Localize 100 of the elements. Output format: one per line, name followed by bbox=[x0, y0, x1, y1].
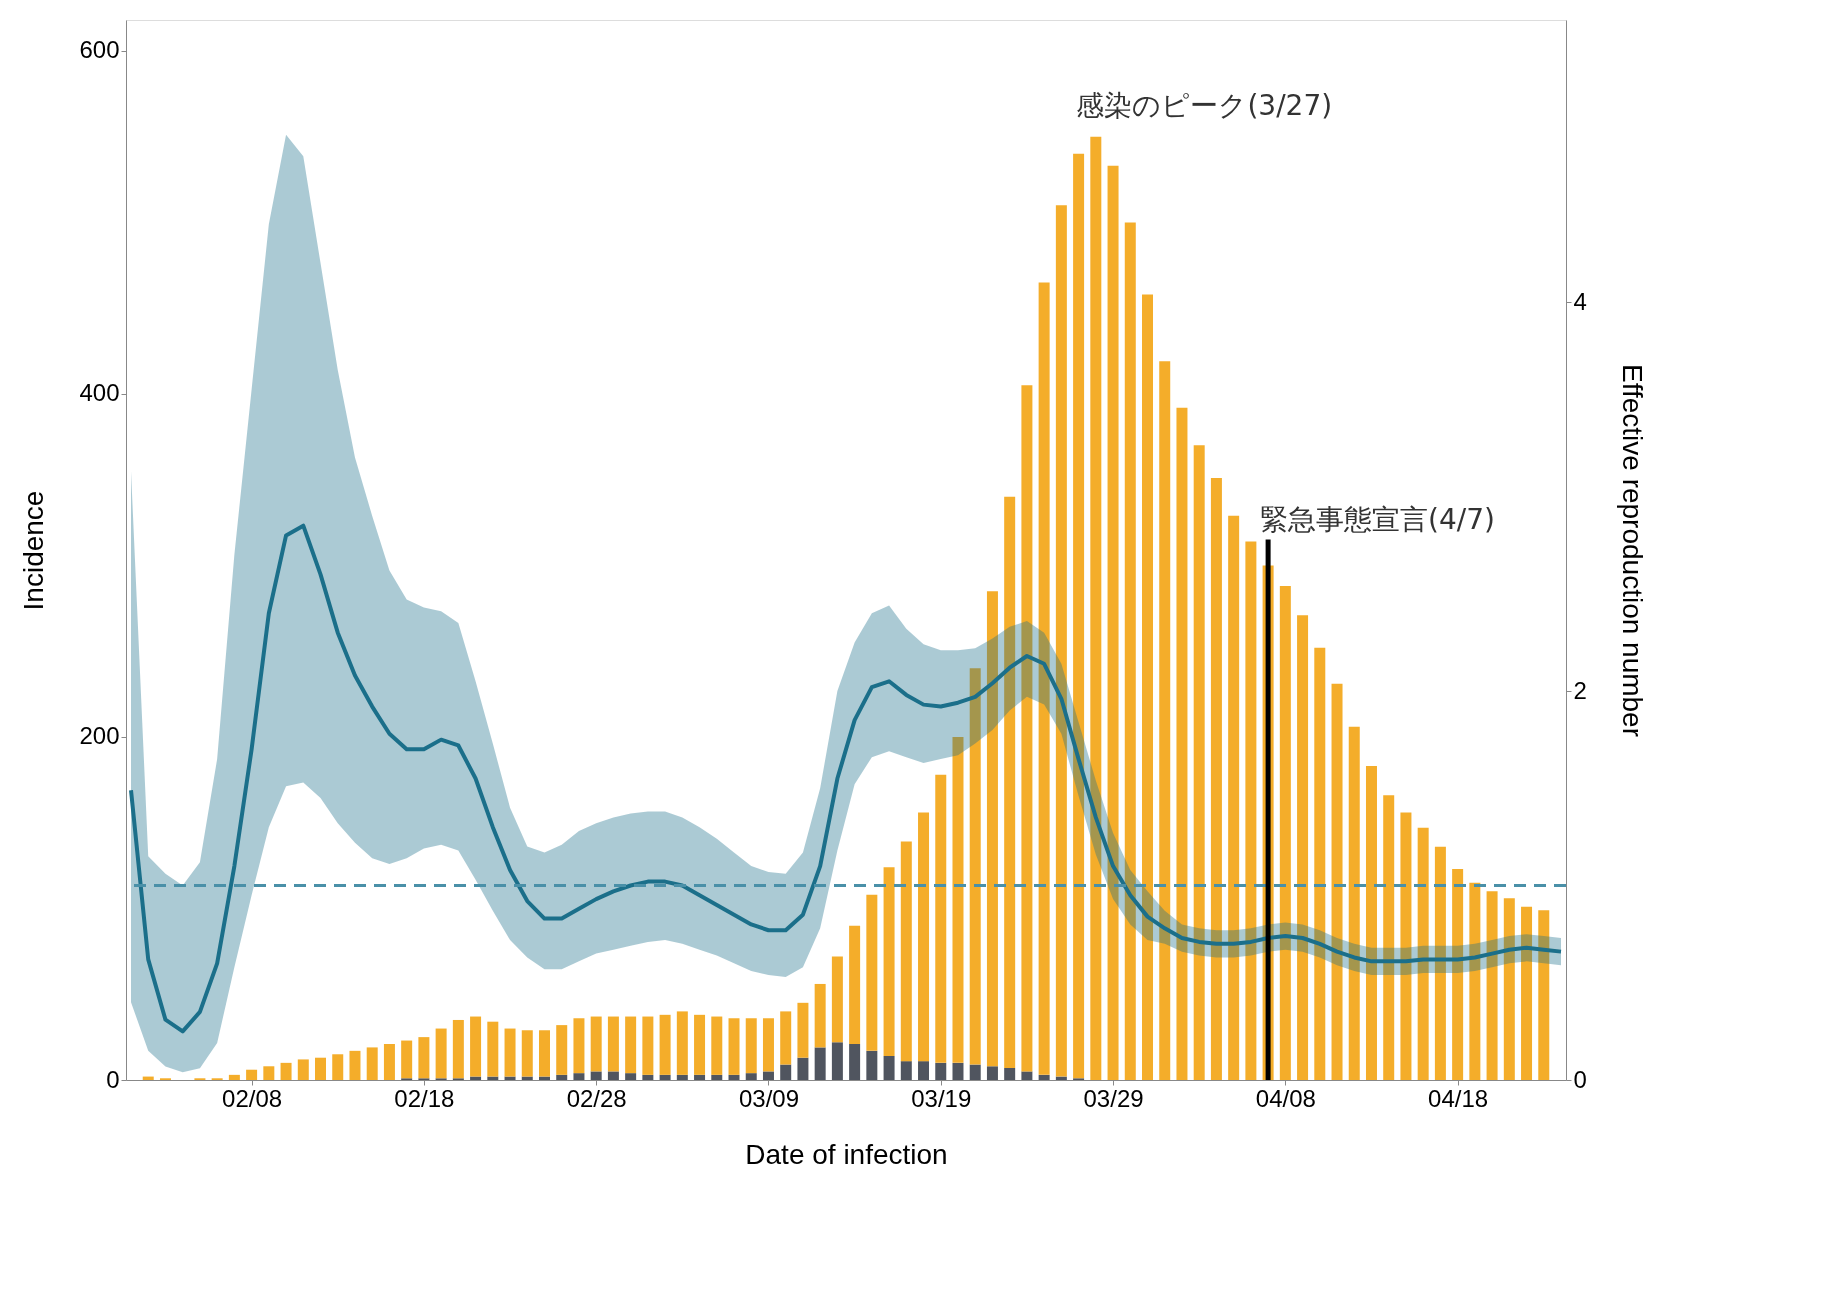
x-tick-label: 03/19 bbox=[911, 1084, 972, 1112]
bar bbox=[711, 1016, 723, 1075]
bar bbox=[556, 1025, 568, 1075]
bar bbox=[986, 591, 998, 1067]
bar bbox=[918, 812, 930, 1062]
bar bbox=[780, 1011, 792, 1065]
bar bbox=[452, 1019, 464, 1079]
bar bbox=[986, 1066, 998, 1080]
ref-line-label: 緊急事態宣言(4/7) bbox=[1260, 503, 1496, 537]
bar bbox=[694, 1074, 706, 1080]
bar bbox=[831, 956, 843, 1043]
bar bbox=[1038, 282, 1050, 1075]
bar bbox=[246, 1069, 258, 1080]
bar bbox=[538, 1030, 550, 1077]
bar bbox=[349, 1050, 361, 1080]
bar bbox=[762, 1071, 774, 1080]
bar bbox=[797, 1057, 809, 1080]
bar bbox=[1038, 1074, 1050, 1080]
bar bbox=[1073, 153, 1085, 1079]
bar bbox=[642, 1074, 654, 1080]
bar bbox=[1331, 683, 1343, 1080]
x-tick-label: 02/28 bbox=[566, 1084, 627, 1112]
bar bbox=[745, 1073, 757, 1080]
bar bbox=[470, 1016, 482, 1077]
bar bbox=[487, 1021, 499, 1077]
bar bbox=[418, 1037, 430, 1079]
bar bbox=[1228, 515, 1240, 1080]
bar bbox=[1365, 766, 1377, 1080]
bar bbox=[883, 1055, 895, 1080]
bar bbox=[1245, 541, 1257, 1080]
bar bbox=[1142, 294, 1154, 1080]
bar bbox=[711, 1074, 723, 1080]
x-tick-label: 02/18 bbox=[394, 1084, 455, 1112]
x-tick-label: 04/18 bbox=[1428, 1084, 1489, 1112]
bar bbox=[1004, 496, 1016, 1068]
bar bbox=[849, 925, 861, 1044]
bar bbox=[1159, 361, 1171, 1080]
bar bbox=[1193, 445, 1205, 1080]
bar bbox=[556, 1074, 568, 1080]
bar bbox=[315, 1057, 327, 1080]
bar bbox=[866, 1050, 878, 1080]
bar bbox=[745, 1018, 757, 1074]
bar bbox=[935, 774, 947, 1063]
y-tick-label: 0 bbox=[106, 1065, 120, 1093]
x-axis-title: Date of infection bbox=[745, 1138, 948, 1170]
y2-tick-label: 2 bbox=[1573, 676, 1587, 704]
bar bbox=[573, 1073, 585, 1080]
bar bbox=[625, 1073, 637, 1080]
bar bbox=[676, 1011, 688, 1075]
bar bbox=[780, 1064, 792, 1080]
y2-tick-label: 0 bbox=[1573, 1065, 1587, 1093]
y2-axis-title: Effective reproduction number bbox=[1616, 363, 1648, 738]
bar bbox=[521, 1030, 533, 1077]
y-axis-title: Incidence bbox=[18, 490, 50, 611]
bar bbox=[762, 1018, 774, 1072]
bar bbox=[297, 1059, 309, 1080]
bar bbox=[1297, 615, 1309, 1080]
bar bbox=[1469, 882, 1481, 1080]
bar bbox=[1383, 795, 1395, 1080]
bar bbox=[1538, 910, 1550, 1080]
bar bbox=[590, 1016, 602, 1072]
bar bbox=[607, 1071, 619, 1080]
x-tick-label: 03/09 bbox=[738, 1084, 799, 1112]
bar bbox=[642, 1016, 654, 1075]
bar bbox=[1124, 222, 1136, 1080]
bar bbox=[900, 841, 912, 1062]
bar bbox=[1107, 165, 1119, 1080]
bar bbox=[814, 983, 826, 1048]
bar bbox=[883, 867, 895, 1056]
bar bbox=[1021, 385, 1033, 1072]
bar bbox=[900, 1061, 912, 1080]
bar bbox=[676, 1074, 688, 1080]
bar bbox=[849, 1043, 861, 1080]
bar bbox=[1090, 136, 1102, 1080]
bar bbox=[952, 1062, 964, 1080]
annotation: 感染のピーク(3/27) bbox=[1076, 88, 1333, 122]
bar bbox=[918, 1061, 930, 1080]
y-tick-label: 400 bbox=[79, 379, 120, 407]
bar bbox=[590, 1071, 602, 1080]
bar bbox=[1314, 647, 1326, 1080]
bar bbox=[607, 1016, 619, 1072]
bar bbox=[1021, 1071, 1033, 1080]
bar bbox=[263, 1066, 275, 1080]
bar bbox=[694, 1014, 706, 1075]
bar bbox=[1486, 891, 1498, 1080]
bar bbox=[504, 1028, 516, 1077]
bar bbox=[797, 1002, 809, 1058]
bar bbox=[1176, 407, 1188, 1080]
bar bbox=[1279, 586, 1291, 1080]
bar bbox=[1452, 869, 1464, 1080]
y2-tick-label: 4 bbox=[1573, 287, 1587, 315]
x-tick-label: 03/29 bbox=[1083, 1084, 1144, 1112]
bar bbox=[659, 1014, 671, 1075]
bar bbox=[1417, 827, 1429, 1080]
bar bbox=[332, 1054, 344, 1080]
bar bbox=[435, 1028, 447, 1079]
x-tick-label: 02/08 bbox=[222, 1084, 283, 1112]
bar bbox=[952, 736, 964, 1063]
bar bbox=[1521, 906, 1533, 1080]
bar bbox=[1434, 846, 1446, 1080]
